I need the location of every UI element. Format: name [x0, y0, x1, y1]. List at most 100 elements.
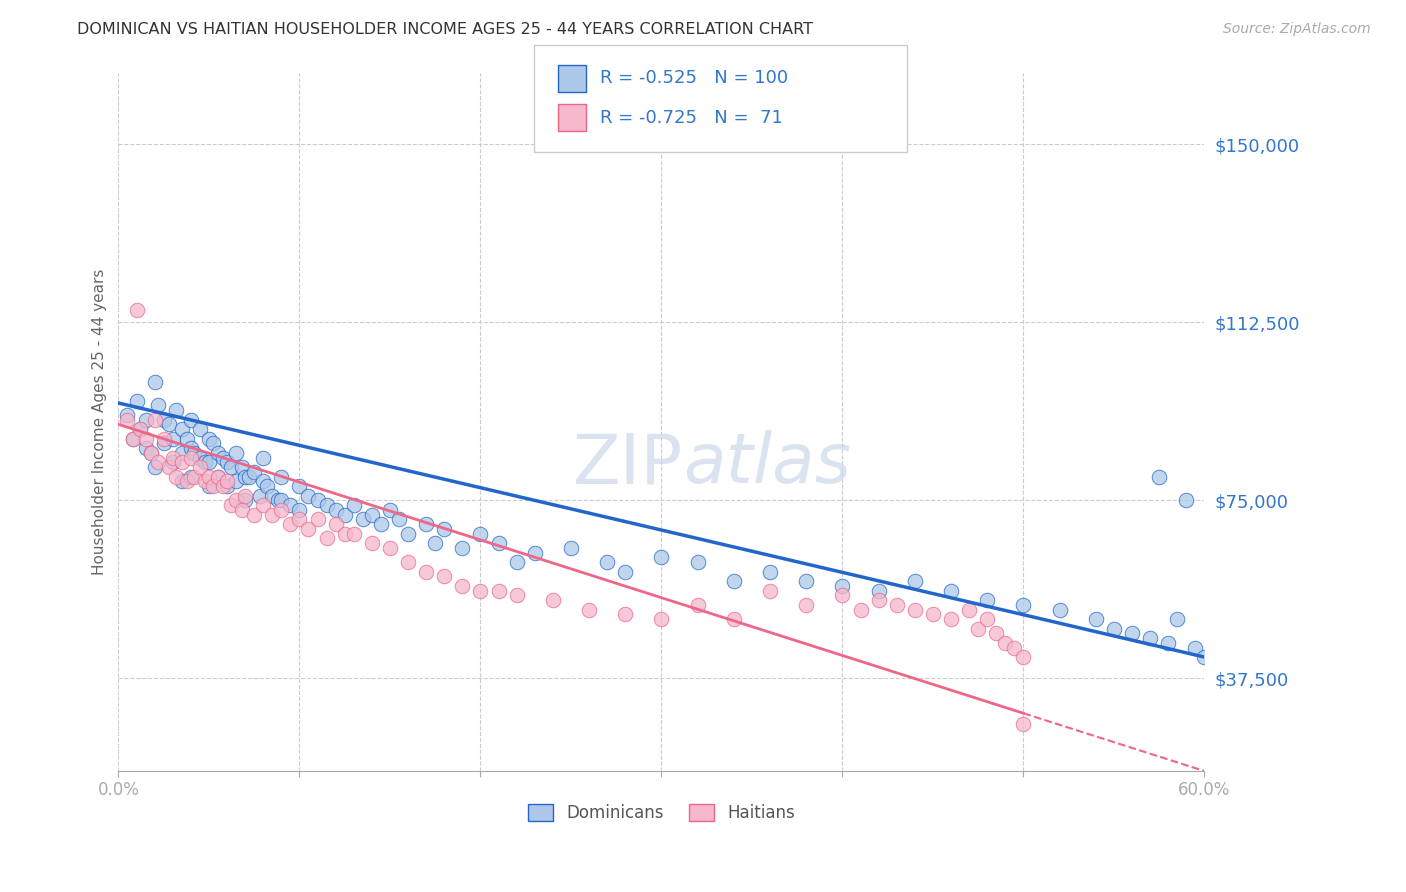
Point	[243, 465, 266, 479]
Point	[596, 555, 619, 569]
Point	[122, 432, 145, 446]
Point	[388, 512, 411, 526]
Point	[249, 489, 271, 503]
Point	[180, 469, 202, 483]
Point	[207, 446, 229, 460]
Legend: Dominicans, Haitians: Dominicans, Haitians	[522, 797, 801, 829]
Point	[794, 598, 817, 612]
Point	[967, 622, 990, 636]
Point	[994, 636, 1017, 650]
Point	[1184, 640, 1206, 655]
Point	[157, 417, 180, 432]
Point	[886, 598, 908, 612]
Point	[470, 526, 492, 541]
Point	[143, 460, 166, 475]
Point	[849, 602, 872, 616]
Point	[723, 612, 745, 626]
Point	[243, 508, 266, 522]
Point	[176, 432, 198, 446]
Point	[1139, 631, 1161, 645]
Point	[252, 475, 274, 489]
Point	[523, 545, 546, 559]
Point	[170, 475, 193, 489]
Point	[262, 489, 284, 503]
Point	[686, 555, 709, 569]
Text: R = -0.525   N = 100: R = -0.525 N = 100	[600, 70, 789, 87]
Point	[1166, 612, 1188, 626]
Point	[188, 422, 211, 436]
Point	[139, 446, 162, 460]
Point	[614, 565, 637, 579]
Y-axis label: Householder Income Ages 25 - 44 years: Householder Income Ages 25 - 44 years	[93, 268, 107, 575]
Point	[433, 569, 456, 583]
Point	[262, 508, 284, 522]
Point	[1012, 650, 1035, 665]
Point	[325, 503, 347, 517]
Point	[170, 422, 193, 436]
Point	[1157, 636, 1180, 650]
Point	[1102, 622, 1125, 636]
Point	[759, 583, 782, 598]
Point	[225, 446, 247, 460]
Point	[939, 612, 962, 626]
Point	[1012, 598, 1035, 612]
Point	[125, 393, 148, 408]
Point	[1194, 650, 1216, 665]
Point	[256, 479, 278, 493]
Point	[831, 579, 853, 593]
Point	[201, 479, 224, 493]
Point	[451, 541, 474, 555]
Point	[215, 455, 238, 469]
Point	[194, 475, 217, 489]
Point	[378, 541, 401, 555]
Point	[198, 479, 221, 493]
Point	[180, 450, 202, 465]
Point	[904, 602, 927, 616]
Point	[352, 512, 374, 526]
Point	[396, 526, 419, 541]
Point	[148, 398, 170, 412]
Point	[125, 303, 148, 318]
Point	[170, 446, 193, 460]
Point	[143, 375, 166, 389]
Point	[650, 550, 672, 565]
Point	[868, 593, 890, 607]
Point	[831, 588, 853, 602]
Point	[280, 517, 302, 532]
Point	[180, 441, 202, 455]
Point	[183, 469, 205, 483]
Point	[415, 517, 437, 532]
Point	[370, 517, 392, 532]
Point	[238, 469, 260, 483]
Point	[219, 498, 242, 512]
Point	[986, 626, 1008, 640]
Point	[578, 602, 600, 616]
Point	[231, 503, 253, 517]
Point	[180, 412, 202, 426]
Point	[686, 598, 709, 612]
Point	[215, 479, 238, 493]
Point	[152, 432, 174, 446]
Point	[212, 450, 235, 465]
Point	[488, 583, 510, 598]
Point	[194, 455, 217, 469]
Point	[868, 583, 890, 598]
Point	[650, 612, 672, 626]
Point	[162, 455, 184, 469]
Point	[225, 475, 247, 489]
Point	[297, 489, 319, 503]
Point	[307, 493, 329, 508]
Point	[183, 446, 205, 460]
Point	[723, 574, 745, 588]
Text: ZIP: ZIP	[572, 430, 683, 498]
Point	[315, 532, 337, 546]
Point	[157, 460, 180, 475]
Point	[135, 432, 157, 446]
Point	[433, 522, 456, 536]
Point	[162, 432, 184, 446]
Point	[1012, 716, 1035, 731]
Point	[1147, 469, 1170, 483]
Point	[957, 602, 980, 616]
Point	[267, 493, 290, 508]
Point	[176, 475, 198, 489]
